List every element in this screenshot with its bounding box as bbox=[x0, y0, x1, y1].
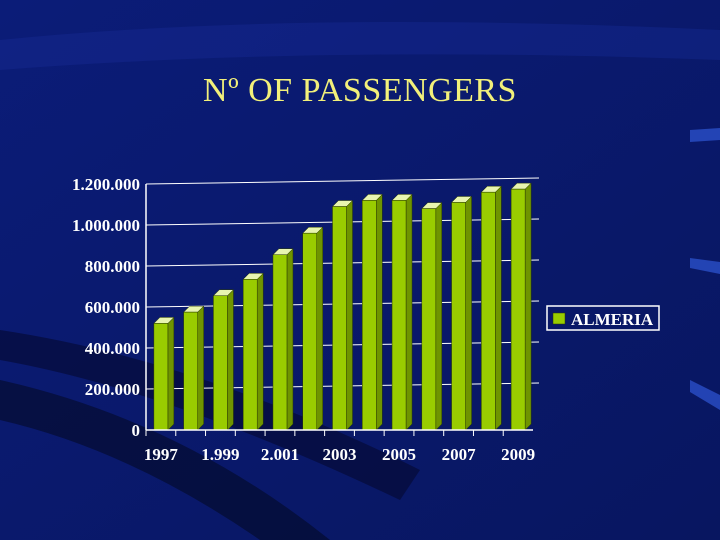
bar bbox=[302, 226, 324, 431]
tick-labels: 0 200.000 400.000 600.000 800.000 1.000.000 1.… bbox=[72, 175, 535, 464]
legend-label: ALMERIA bbox=[571, 310, 654, 329]
bar bbox=[183, 305, 205, 431]
bar bbox=[242, 272, 264, 431]
y-tick-label: 600.000 bbox=[85, 298, 140, 317]
x-tick-label: 2007 bbox=[442, 445, 477, 464]
y-tick-label: 1.200.000 bbox=[72, 175, 140, 194]
y-tick-label: 800.000 bbox=[85, 257, 140, 276]
x-tick-label: 1.999 bbox=[201, 445, 239, 464]
x-tick-label: 2.001 bbox=[261, 445, 299, 464]
y-tick-label: 200.000 bbox=[85, 380, 140, 399]
bar bbox=[510, 182, 532, 431]
y-tick-label: 0 bbox=[132, 421, 141, 440]
bar bbox=[331, 199, 354, 431]
slide-title: Nº OF PASSENGERS bbox=[203, 72, 517, 109]
x-tick-label: 2003 bbox=[323, 445, 357, 464]
bar bbox=[272, 248, 294, 431]
x-tick-label: 2005 bbox=[382, 445, 416, 464]
y-tick-label: 400.000 bbox=[85, 339, 140, 358]
bar bbox=[212, 289, 235, 431]
bar bbox=[391, 193, 413, 431]
y-tick-label: 1.000.000 bbox=[72, 216, 140, 235]
x-tick-label: 2009 bbox=[501, 445, 535, 464]
legend-swatch bbox=[552, 312, 566, 325]
gridline bbox=[145, 177, 540, 185]
axes bbox=[145, 184, 533, 436]
legend: ALMERIA bbox=[546, 305, 660, 331]
bar bbox=[153, 316, 175, 431]
bar bbox=[450, 195, 473, 431]
x-tick-label: 1997 bbox=[144, 445, 179, 464]
bar bbox=[361, 193, 383, 431]
legend-box bbox=[546, 305, 660, 331]
bar bbox=[421, 201, 443, 431]
bar bbox=[480, 185, 502, 431]
